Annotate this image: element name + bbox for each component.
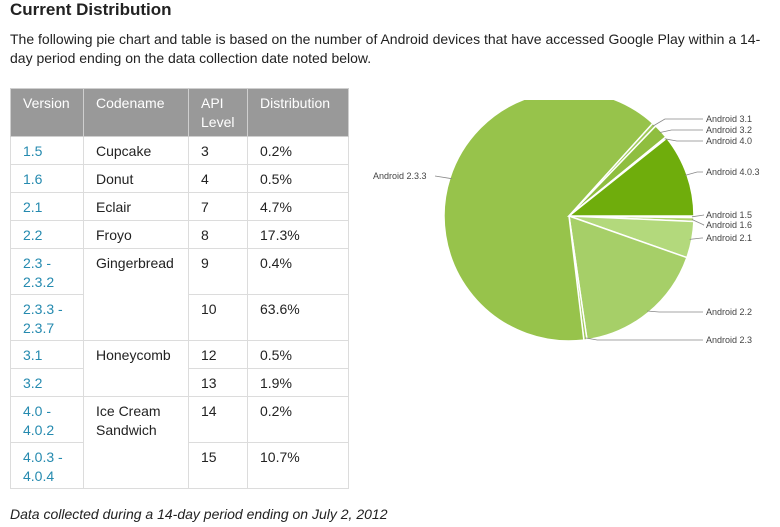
version-link[interactable]: 3.1 [10,340,84,369]
table-row: 2.3 - 2.3.2 Gingerbread 9 0.4% [10,248,349,341]
table-row: 4.0 - 4.0.2 Ice Cream Sandwich 14 0.2% [10,396,349,489]
api-cell: 3 [188,136,248,165]
leader-line [684,171,703,176]
header-codename: Codename [83,88,189,137]
api-cell: 10 [188,294,248,341]
pie-label: Android 2.2 [706,307,752,317]
leader-line [664,138,703,142]
api-cell: 15 [188,442,248,489]
version-link[interactable]: 4.0 - 4.0.2 [10,396,84,443]
distribution-cell: 0.5% [247,340,349,369]
intro-text: The following pie chart and table is bas… [10,31,761,66]
distribution-cell: 1.9% [247,368,349,397]
distribution-cell: 0.2% [247,396,349,443]
table-row: 1.5 Cupcake 3 0.2% [10,136,349,165]
leader-line [691,214,705,218]
pie-label: Android 1.5 [706,210,752,220]
leader-line [691,219,705,226]
pie-slice-android-2-2 [568,214,688,341]
table-row: 3.1 Honeycomb 12 0.5% [10,340,349,397]
pie-label: Android 4.0 [706,136,752,146]
pie-label: Android 1.6 [706,220,752,230]
table-row: 2.1 Eclair 7 4.7% [10,192,349,221]
version-link[interactable]: 4.0.3 - 4.0.4 [10,442,84,489]
version-link[interactable]: 2.1 [10,192,84,221]
pie-label: Android 2.3 [706,335,752,345]
leader-line [689,237,703,240]
api-cell: 13 [188,368,248,397]
pie-label: Android 2.1 [706,233,752,243]
codename-cell: Gingerbread [83,248,189,341]
table-row: 2.2 Froyo 8 17.3% [10,220,349,249]
api-cell: 4 [188,164,248,193]
pie-label: Android 3.1 [706,114,752,124]
api-cell: 14 [188,396,248,443]
pie-label: Android 2.3.3 [373,171,427,181]
distribution-table: Version Codename API Level Distribution … [10,88,349,489]
codename-cell: Eclair [83,192,189,221]
page-title: Current Distribution [10,0,172,19]
codename-cell: Cupcake [83,136,189,165]
codename-cell: Honeycomb [83,340,189,397]
distribution-cell: 0.4% [247,248,349,295]
version-link[interactable]: 3.2 [10,368,84,397]
leader-line [434,175,452,180]
version-link[interactable]: 1.5 [10,136,84,165]
table-row: 3.2 13 1.9% [10,368,349,397]
table-row: 2.3.3 - 2.3.7 10 63.6% [10,294,349,341]
table-header-row: Version Codename API Level Distribution [10,88,349,137]
data-collection-note: Data collected during a 14-day period en… [10,506,388,522]
leader-line [585,337,703,341]
codename-cell: Froyo [83,220,189,249]
distribution-cell: 0.2% [247,136,349,165]
distribution-cell: 63.6% [247,294,349,341]
distribution-cell: 4.7% [247,192,349,221]
table-row: 4.0.3 - 4.0.4 15 10.7% [10,442,349,489]
leader-line [647,310,703,313]
api-cell: 7 [188,192,248,221]
distribution-cell: 0.5% [247,164,349,193]
leader-line [652,118,703,127]
pie-label: Android 4.0.3 [706,167,760,177]
distribution-cell: 10.7% [247,442,349,489]
version-link[interactable]: 1.6 [10,164,84,193]
api-cell: 8 [188,220,248,249]
api-cell: 9 [188,248,248,295]
header-distribution: Distribution [247,88,349,137]
distribution-cell: 17.3% [247,220,349,249]
codename-cell: Ice Cream Sandwich [83,396,189,489]
leader-line [659,129,703,133]
version-link[interactable]: 2.2 [10,220,84,249]
version-link[interactable]: 2.3 - 2.3.2 [10,248,84,295]
codename-cell: Donut [83,164,189,193]
header-version: Version [10,88,84,137]
api-cell: 12 [188,340,248,369]
version-link[interactable]: 2.3.3 - 2.3.7 [10,294,84,341]
table-row: 1.6 Donut 4 0.5% [10,164,349,193]
header-api-level: API Level [188,88,248,137]
pie-label: Android 3.2 [706,125,752,135]
